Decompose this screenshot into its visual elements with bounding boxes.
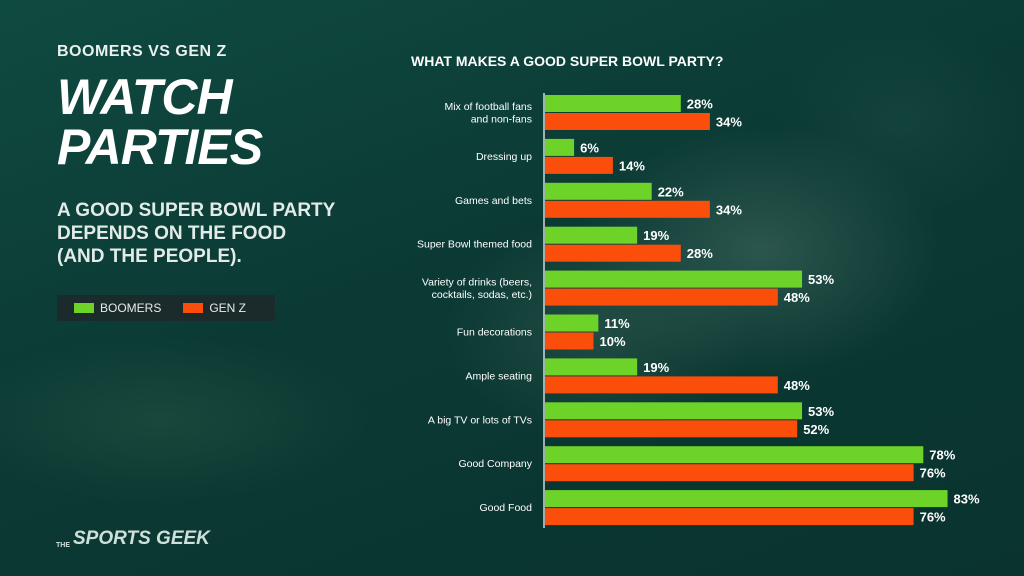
data-label: 83% [954,492,980,507]
bar-genz [545,156,613,174]
legend-item-genz: GEN Z [183,301,246,315]
data-label: 48% [784,290,810,305]
title-line-2: PARTIES [57,119,263,175]
bar-genz [545,288,778,306]
data-label: 11% [604,316,630,331]
category-label: Games and bets [455,195,532,207]
data-label: 28% [687,97,713,112]
category-label: Dressing up [476,151,532,163]
brand-prefix: THE [56,542,70,549]
chart-legend: BOOMERS GEN Z [57,295,275,321]
bar-boomers [545,358,638,376]
category-label: Variety of drinks (beers, cocktails, soda… [422,276,532,301]
bar-genz [545,113,710,130]
data-label: 6% [580,140,599,155]
eyebrow-text: BOOMERS VS GEN Z [57,43,227,60]
category-label: Good Food [479,502,532,514]
brand-name: SPORTS GEEK [73,528,210,549]
bar-boomers [545,226,638,244]
bar-boomers [545,446,924,464]
data-label: 34% [716,202,742,217]
title-line-1: WATCH [57,69,233,125]
bar-genz [545,464,914,482]
data-label: 10% [600,334,626,349]
data-label: 76% [920,510,946,525]
data-label: 53% [808,404,834,419]
bar-genz [545,508,914,526]
bar-genz [545,244,681,262]
bar-boomers [545,138,575,156]
data-label: 78% [929,448,955,463]
bar-boomers [545,402,803,420]
legend-item-boomers: BOOMERS [74,301,161,315]
category-label: Mix of football fans and non-fans [444,101,532,126]
data-label: 48% [784,378,810,393]
data-label: 34% [716,115,742,130]
legend-label-genz: GEN Z [209,301,247,315]
category-label: Super Bowl themed food [417,239,532,251]
data-label: 22% [658,184,684,199]
category-label: Good Company [458,458,532,470]
legend-swatch-genz [183,303,204,313]
data-label: 28% [687,246,713,261]
bar-boomers [545,182,652,200]
data-label: 53% [808,272,834,287]
chart-title: WHAT MAKES A GOOD SUPER BOWL PARTY? [411,53,724,69]
bar-boomers [545,270,803,288]
bar-boomers [545,95,681,112]
bar-genz [545,376,778,394]
data-label: 19% [643,228,669,243]
data-label: 19% [643,360,669,375]
data-label: 76% [920,466,946,481]
brand-logo: THE SPORTS GEEK [56,528,210,550]
bar-genz [545,200,710,218]
data-label: 14% [619,158,645,173]
data-label: 52% [803,422,829,437]
bar-boomers [545,490,948,508]
legend-swatch-boomers [74,303,94,313]
category-label: Ample seating [465,370,532,382]
bar-genz [545,420,798,438]
category-label: A big TV or lots of TVs [428,414,532,426]
bar-genz [545,332,594,350]
tagline: A GOOD SUPER BOWL PARTY DEPENDS ON THE F… [57,200,335,267]
legend-label-boomers: BOOMERS [100,301,162,315]
page-title: WATCH PARTIES [57,72,337,172]
category-label: Fun decorations [457,327,532,339]
bar-boomers [545,314,599,332]
